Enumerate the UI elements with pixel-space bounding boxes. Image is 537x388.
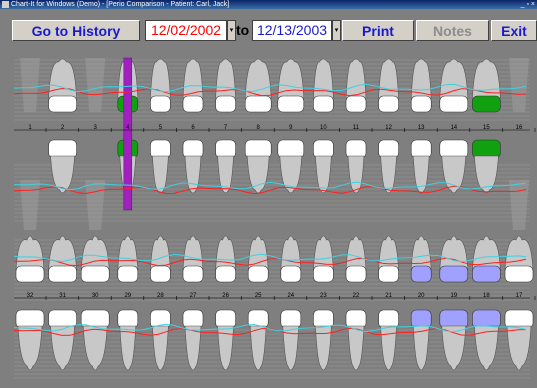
tooth-number-label: 32: [27, 293, 34, 299]
tooth-12[interactable]: [378, 58, 399, 194]
start-date-dropdown[interactable]: ▾: [227, 20, 236, 41]
tooth-27[interactable]: [182, 235, 204, 371]
tooth-number-label: 10: [320, 125, 327, 131]
tooth-number-label: 14: [450, 125, 457, 131]
tooth-number-label: 26: [222, 293, 229, 299]
start-date-field[interactable]: 12/02/2002: [145, 20, 227, 41]
tooth-number-label: 4: [126, 125, 130, 131]
tooth-number-label: 30: [92, 293, 99, 299]
tooth-22[interactable]: [345, 235, 367, 371]
go-to-history-button[interactable]: Go to History: [12, 20, 140, 41]
tooth-25[interactable]: [247, 235, 269, 371]
tooth-16[interactable]: [509, 58, 529, 230]
measurement-lines: [13, 83, 527, 336]
notes-button[interactable]: Notes: [416, 20, 489, 41]
to-label: to: [236, 22, 250, 38]
tooth-23[interactable]: [313, 235, 334, 371]
end-date-dropdown[interactable]: ▾: [332, 20, 341, 41]
tooth-31[interactable]: [48, 235, 77, 371]
tooth-24[interactable]: [280, 235, 302, 371]
tooth-5[interactable]: [150, 58, 171, 194]
tooth-number-label: 19: [450, 293, 457, 299]
window-controls[interactable]: _ ▫ ×: [520, 1, 535, 8]
tooth-30[interactable]: [80, 235, 110, 371]
tooth-21[interactable]: [378, 235, 399, 371]
upper-arch: [20, 57, 529, 230]
tooth-number-label: 20: [418, 293, 425, 299]
tooth-number-label: 29: [124, 293, 131, 299]
tooth-number-label: 17: [516, 293, 523, 299]
tooth-7[interactable]: [215, 58, 236, 194]
tooth-1[interactable]: [20, 58, 40, 230]
tooth-number-label: 31: [59, 293, 66, 299]
tooth-number-label: 28: [157, 293, 164, 299]
exit-button[interactable]: Exit: [491, 20, 537, 41]
tooth-26[interactable]: [215, 235, 236, 371]
tooth-29[interactable]: [117, 235, 139, 371]
tooth-number-label: 9: [289, 125, 293, 131]
tooth-13[interactable]: [410, 58, 432, 194]
tooth-number-label: 22: [353, 293, 360, 299]
tooth-14[interactable]: [439, 58, 469, 194]
tooth-17[interactable]: [504, 235, 534, 371]
lower-arch: [15, 235, 534, 371]
tooth-20[interactable]: [410, 235, 432, 371]
tooth-number-label: 13: [418, 125, 425, 131]
tooth-9[interactable]: [277, 58, 305, 194]
toolbar: Go to History 12/02/2002 ▾ to 12/13/2003…: [0, 9, 537, 41]
tooth-2[interactable]: [48, 58, 77, 194]
tooth-number-label: 21: [385, 293, 392, 299]
tooth-32[interactable]: [15, 235, 45, 371]
tooth-number-label: 5: [159, 125, 163, 131]
tooth-number-label: 24: [287, 293, 294, 299]
tooth-number-label: 11: [353, 125, 360, 131]
tooth-number-label: 3: [94, 125, 98, 131]
tooth-number-label: 2: [61, 125, 65, 131]
print-button[interactable]: Print: [342, 20, 414, 41]
app-icon: [2, 1, 9, 8]
tooth-number-label: 23: [320, 293, 327, 299]
tooth-4[interactable]: [117, 57, 139, 211]
end-date-field[interactable]: 12/13/2003: [252, 20, 332, 41]
tooth-number-label: 12: [385, 125, 392, 131]
tooth-28[interactable]: [150, 235, 171, 371]
tooth-number-label: 25: [255, 293, 262, 299]
tooth-number-label: 8: [257, 125, 261, 131]
tooth-19[interactable]: [439, 235, 469, 371]
tooth-number-label: 18: [483, 293, 490, 299]
tooth-3[interactable]: [85, 58, 106, 230]
window-titlebar: Chart-It for Windows (Demo) - [Perio Com…: [0, 0, 537, 9]
window-title: Chart-It for Windows (Demo) - [Perio Com…: [11, 1, 230, 8]
tooth-number-label: 7: [224, 125, 228, 131]
tooth-number-label: 1: [28, 125, 32, 131]
tooth-number-label: 27: [190, 293, 197, 299]
tooth-number-label: 16: [516, 125, 523, 131]
tooth-15[interactable]: [472, 58, 501, 194]
tooth-18[interactable]: [472, 235, 501, 371]
chevron-down-icon: ▾: [334, 27, 339, 34]
tooth-number-label: 15: [483, 125, 490, 131]
tooth-number-label: 6: [191, 125, 195, 131]
chevron-down-icon: ▾: [229, 27, 234, 34]
tooth-11[interactable]: [345, 58, 367, 194]
